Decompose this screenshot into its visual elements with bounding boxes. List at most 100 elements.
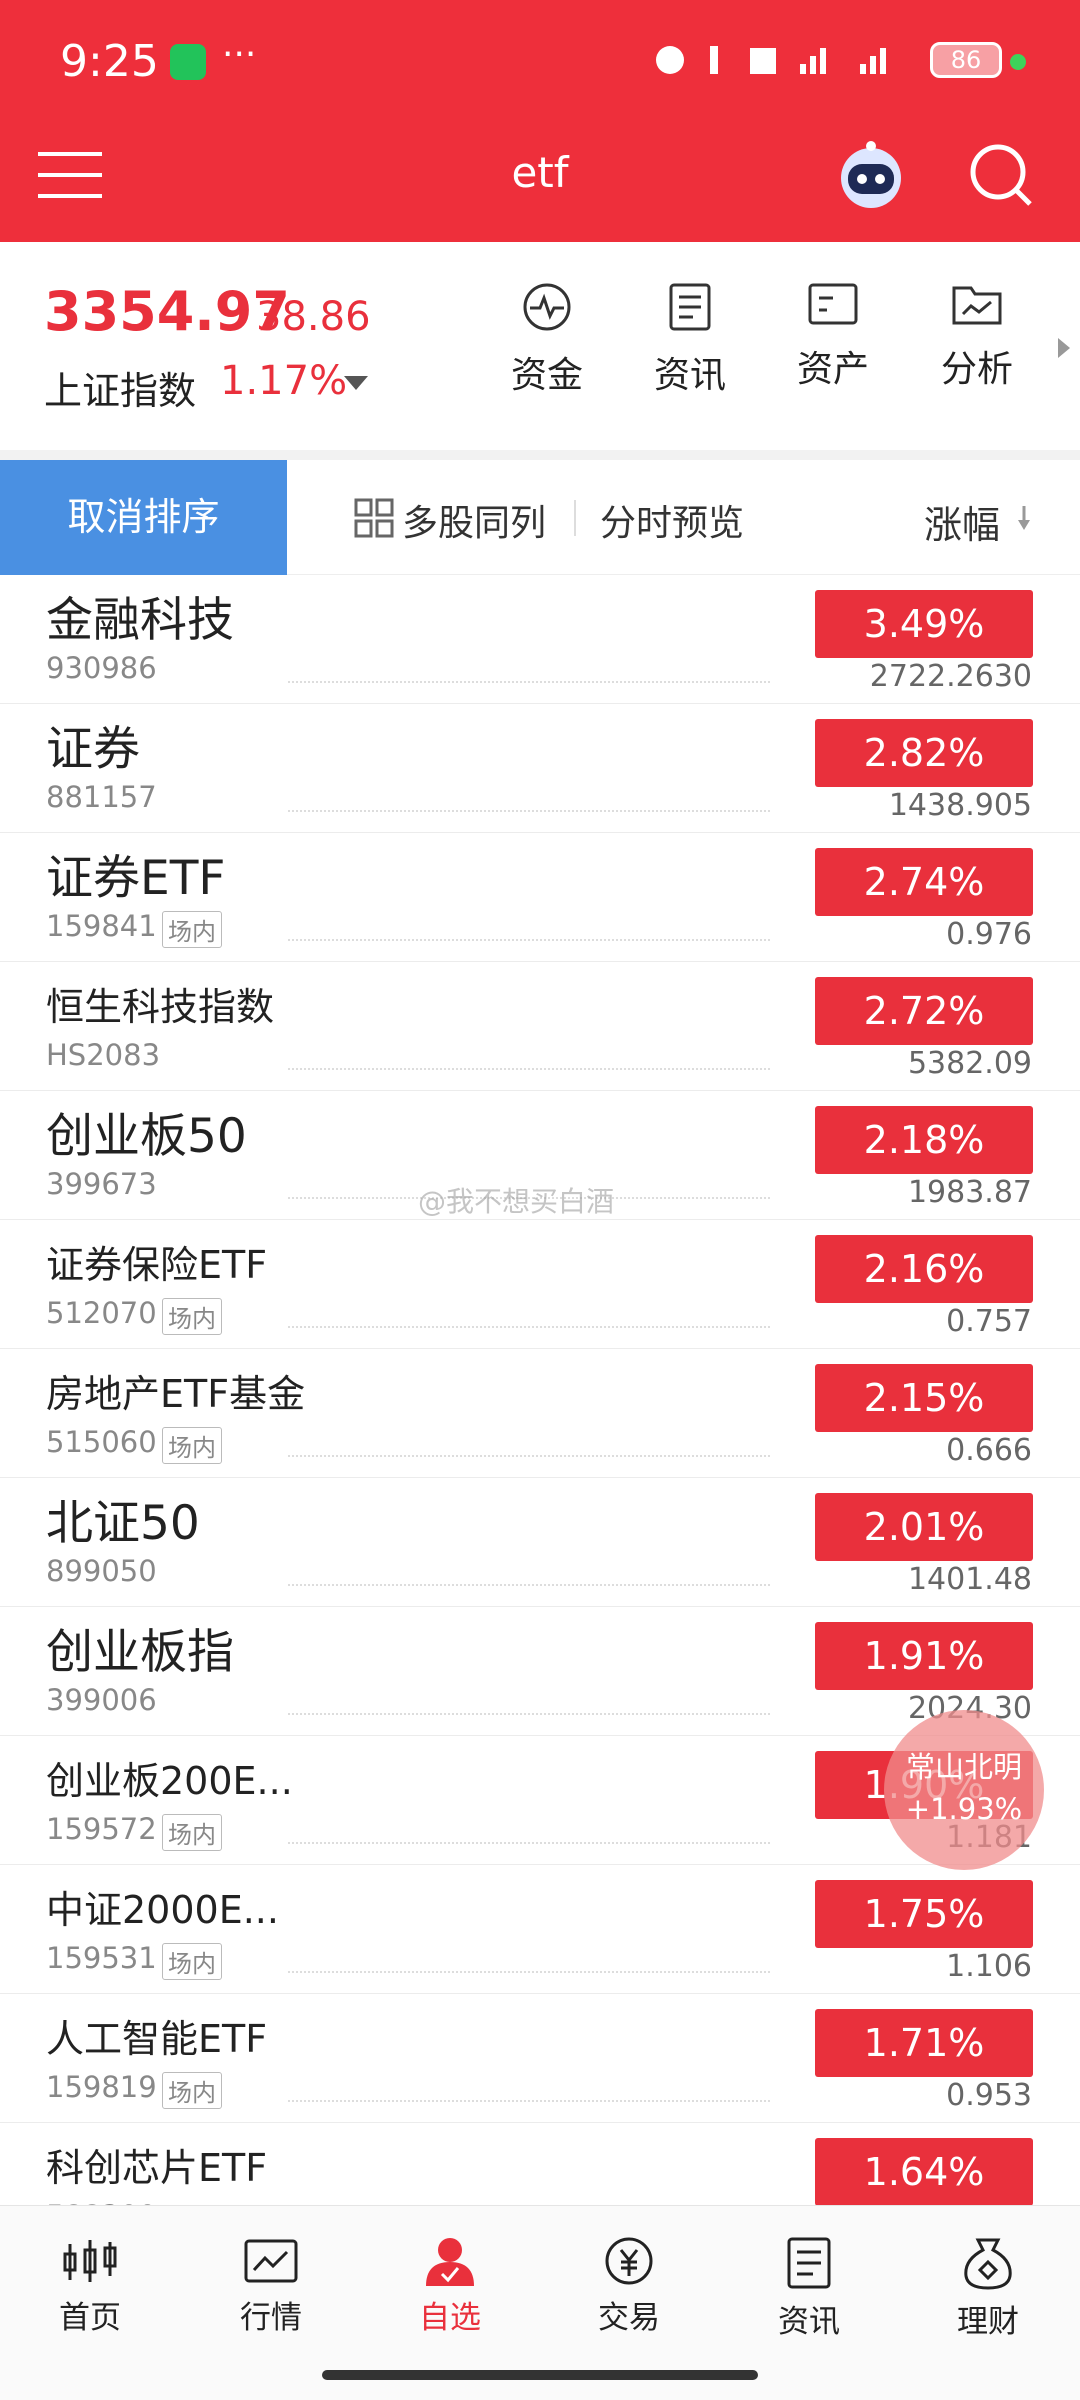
home-indicator <box>322 2370 758 2380</box>
nav-label: 交易 <box>598 2300 660 2336</box>
stock-row[interactable]: 证券保险ETF 512070 场内 2.16% 0.757 <box>0 1220 1080 1349</box>
stock-name: 恒生科技指数 <box>46 985 275 1029</box>
change-badge: 2.01% <box>815 1493 1033 1561</box>
nav-label: 理财 <box>957 2304 1019 2340</box>
preview-tab[interactable]: 分时预览 <box>600 503 745 544</box>
nav-item[interactable]: 自选 <box>370 2236 530 2337</box>
stock-row[interactable]: 金融科技 930986 3.49% 2722.2630 <box>0 575 1080 704</box>
stock-list: 金融科技 930986 3.49% 2722.2630 证券 881157 2.82% 143… <box>0 575 1080 2205</box>
stock-name: 创业板50 <box>46 1109 247 1164</box>
stock-name: 证券ETF <box>46 851 226 906</box>
tab-bar: 取消排序 多股同列 分时预览 涨幅 <box>0 460 1080 575</box>
stock-row[interactable]: 人工智能ETF 159819 场内 1.71% 0.953 <box>0 1994 1080 2123</box>
change-badge: 2.16% <box>815 1235 1033 1303</box>
stock-price: 1983.87 <box>907 1175 1032 1210</box>
more-dots: ··· <box>222 34 257 75</box>
nav-label: 行情 <box>240 2300 302 2336</box>
market-tag: 场内 <box>162 1298 222 1335</box>
robot-button[interactable] <box>834 140 908 210</box>
watermark: @我不想买白酒 <box>418 1185 615 1218</box>
nav-item[interactable]: 资讯 <box>729 2236 889 2341</box>
stock-price: 2722.2630 <box>869 659 1032 694</box>
stock-price: 0.953 <box>946 2078 1032 2113</box>
stock-code: 515060 <box>46 1425 157 1459</box>
stock-name: 北证50 <box>46 1496 200 1551</box>
index-change: 38.86 <box>256 294 371 340</box>
shortcut[interactable]: 资讯 <box>630 282 750 398</box>
stock-row[interactable]: 证券 881157 2.82% 1438.905 <box>0 704 1080 833</box>
title: etf <box>511 148 569 197</box>
stock-name: 证券保险ETF <box>46 1243 268 1287</box>
stock-row[interactable]: 北证50 899050 2.01% 1401.48 <box>0 1478 1080 1607</box>
nav-item[interactable]: 理财 <box>908 2236 1068 2341</box>
dotted-line <box>288 1584 770 1586</box>
stock-price: 1401.48 <box>907 1562 1032 1597</box>
stock-price: 0.976 <box>946 917 1032 952</box>
stock-price: 1438.905 <box>888 788 1032 823</box>
stock-row[interactable]: 房地产ETF基金 515060 场内 2.15% 0.666 <box>0 1349 1080 1478</box>
stock-code: 930986 <box>46 651 157 685</box>
nav-item[interactable]: 交易 <box>549 2236 709 2337</box>
wechat-icon <box>170 44 206 80</box>
stock-code: 159819 <box>46 2070 157 2104</box>
change-badge: 2.18% <box>815 1106 1033 1174</box>
shortcut-label: 资讯 <box>653 355 726 396</box>
index-price: 3354.97 <box>44 280 290 343</box>
nav-label: 首页 <box>59 2300 121 2336</box>
nav-item[interactable]: 行情 <box>191 2236 351 2337</box>
change-badge: 1.71% <box>815 2009 1033 2077</box>
stock-name: 人工智能ETF <box>46 2017 268 2061</box>
cancel-sort-button[interactable]: 取消排序 <box>0 460 287 575</box>
change-badge: 2.74% <box>815 848 1033 916</box>
shortcut[interactable]: 分析 <box>917 282 1037 392</box>
stock-code: 159841 <box>46 909 157 943</box>
stock-code: HS2083 <box>46 1038 161 1072</box>
stock-name: 中证2000E... <box>46 1888 279 1932</box>
shortcut[interactable]: 资金 <box>487 282 607 398</box>
grid-icon <box>354 498 394 538</box>
stock-row[interactable]: 创业板50 399673 2.18% 1983.87 <box>0 1091 1080 1220</box>
stock-code: 588200 <box>46 2199 157 2205</box>
market-tag: 场内 <box>162 1943 222 1980</box>
dotted-line <box>288 1455 770 1457</box>
market-tag: 场内 <box>162 1427 222 1464</box>
stock-price: 1.106 <box>946 1949 1032 1984</box>
header: 9:25 ··· 86 etf <box>0 0 1080 242</box>
index-percent: 1.17% <box>220 358 348 404</box>
menu-button[interactable] <box>38 150 104 200</box>
stock-name: 证券 <box>46 722 140 777</box>
index-panel: 3354.97 38.86 上证指数 1.17% 资金 资讯 资产 分析 <box>0 242 1080 450</box>
dotted-line <box>288 810 770 812</box>
stock-row[interactable]: 科创芯片ETF5882001.64%1.000 <box>0 2123 1080 2205</box>
shortcut-label: 分析 <box>940 349 1013 390</box>
stock-name: 创业板200E... <box>46 1759 293 1803</box>
nav-item[interactable]: 首页 <box>10 2236 170 2337</box>
dotted-line <box>288 1713 770 1715</box>
nav-label: 自选 <box>419 2300 481 2336</box>
dropdown-arrow[interactable] <box>344 376 368 392</box>
stock-row[interactable]: 恒生科技指数 HS2083 2.72% 5382.09 <box>0 962 1080 1091</box>
stock-code: 899050 <box>46 1554 157 1588</box>
stock-name: 科创芯片ETF <box>46 2146 268 2190</box>
stock-name: 房地产ETF基金 <box>46 1372 306 1416</box>
dotted-line <box>288 1971 770 1973</box>
multi-tab[interactable]: 多股同列 <box>402 503 547 544</box>
stock-row[interactable]: 中证2000E... 159531 场内 1.75% 1.106 <box>0 1865 1080 1994</box>
stock-code: 512070 <box>46 1296 157 1330</box>
stock-row[interactable]: 创业板指 399006 1.91% 2024.30 <box>0 1607 1080 1736</box>
dotted-line <box>288 939 770 941</box>
stock-row[interactable]: 证券ETF 159841 场内 2.74% 0.976 <box>0 833 1080 962</box>
shortcut[interactable]: 资产 <box>773 282 893 392</box>
nav-label: 资讯 <box>778 2304 840 2340</box>
dotted-line <box>288 1068 770 1070</box>
change-badge: 2.72% <box>815 977 1033 1045</box>
dotted-line <box>288 681 770 683</box>
market-tag: 场内 <box>162 2072 222 2109</box>
change-badge: 3.49% <box>815 590 1033 658</box>
sort-tab[interactable]: 涨幅 <box>924 503 1001 547</box>
index-name: 上证指数 <box>44 369 197 413</box>
floating-bubble[interactable]: 常山北明 +1.93% <box>884 1710 1044 1870</box>
search-button[interactable] <box>968 142 1034 208</box>
stock-code: 399006 <box>46 1683 157 1717</box>
time: 9:25 <box>60 36 159 87</box>
